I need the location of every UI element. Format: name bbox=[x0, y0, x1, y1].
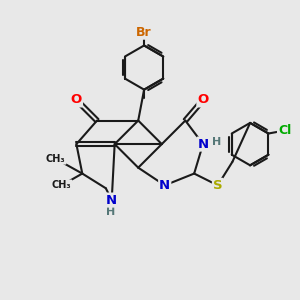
Text: O: O bbox=[197, 93, 208, 106]
Text: H: H bbox=[106, 206, 115, 217]
Text: H: H bbox=[212, 137, 222, 147]
Text: N: N bbox=[197, 138, 208, 151]
Text: CH₃: CH₃ bbox=[52, 180, 71, 190]
Text: S: S bbox=[213, 179, 223, 192]
Text: Br: Br bbox=[136, 26, 152, 39]
Text: CH₃: CH₃ bbox=[46, 154, 66, 164]
Text: O: O bbox=[71, 93, 82, 106]
Text: Cl: Cl bbox=[278, 124, 291, 137]
Text: N: N bbox=[159, 179, 170, 192]
Text: N: N bbox=[106, 194, 117, 207]
